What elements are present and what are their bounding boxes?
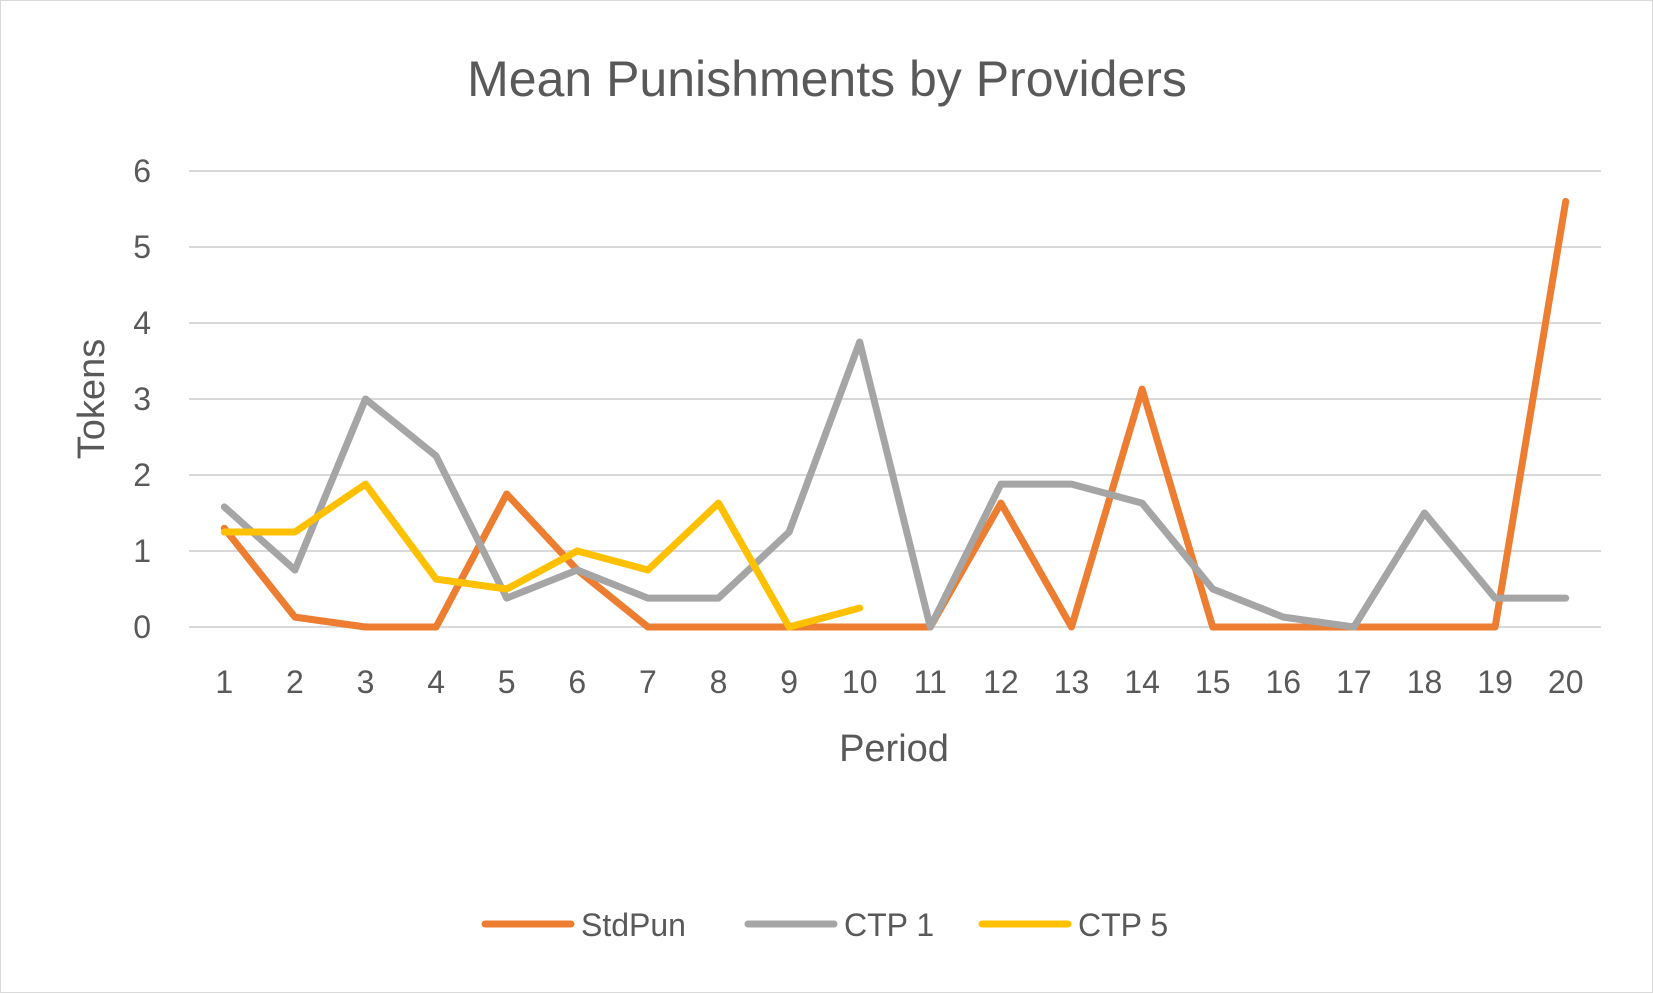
y-axis-title: Tokens (71, 339, 113, 459)
gridlines (189, 170, 1601, 628)
legend-label: CTP 5 (1078, 907, 1168, 943)
series-lines (220, 197, 1570, 631)
y-tick-label: 5 (133, 229, 151, 265)
legend-label: CTP 1 (844, 907, 934, 943)
x-tick-label: 10 (842, 664, 878, 700)
x-tick-label: 13 (1054, 664, 1090, 700)
y-tick-label: 2 (133, 457, 151, 493)
legend-item-ctp-5: CTP 5 (978, 907, 1168, 943)
x-tick-label: 9 (780, 664, 798, 700)
legend-item-stdpun: StdPun (481, 907, 686, 943)
chart-title: Mean Punishments by Providers (467, 51, 1187, 107)
x-tick-label: 8 (710, 664, 728, 700)
legend: StdPun CTP 1 CTP 5 (481, 907, 1168, 943)
legend-item-ctp-1: CTP 1 (744, 907, 934, 943)
x-tick-label: 2 (286, 664, 304, 700)
x-tick-label: 7 (639, 664, 657, 700)
x-axis-title: Period (839, 728, 949, 770)
x-tick-label: 20 (1548, 664, 1584, 700)
series-line-ctp-5 (220, 480, 864, 631)
x-tick-label: 4 (427, 664, 445, 700)
x-tick-label: 3 (357, 664, 375, 700)
x-tick-label: 5 (498, 664, 516, 700)
x-tick-label: 1 (215, 664, 233, 700)
x-tick-label: 16 (1266, 664, 1302, 700)
x-tick-label: 11 (914, 664, 947, 700)
x-tick-label: 17 (1336, 664, 1372, 700)
y-tick-label: 4 (133, 305, 151, 341)
y-tick-label: 6 (133, 153, 151, 189)
x-tick-label: 6 (568, 664, 586, 700)
y-axis-ticks: 0 1 2 3 4 5 6 (133, 153, 151, 645)
x-tick-label: 19 (1477, 664, 1513, 700)
x-tick-label: 15 (1195, 664, 1231, 700)
series-line-ctp-1 (220, 338, 1570, 631)
x-tick-label: 18 (1407, 664, 1443, 700)
x-tick-label: 14 (1124, 664, 1160, 700)
y-tick-label: 0 (133, 609, 151, 645)
legend-label: StdPun (581, 907, 686, 943)
x-axis-ticks: 1 2 3 4 5 6 7 8 9 10 11 12 13 14 15 16 17 18 19 20 (215, 664, 1583, 700)
y-tick-label: 3 (133, 381, 151, 417)
y-tick-label: 1 (133, 533, 151, 569)
x-tick-label: 12 (983, 664, 1019, 700)
